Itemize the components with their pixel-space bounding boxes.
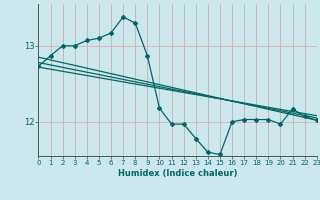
- X-axis label: Humidex (Indice chaleur): Humidex (Indice chaleur): [118, 169, 237, 178]
